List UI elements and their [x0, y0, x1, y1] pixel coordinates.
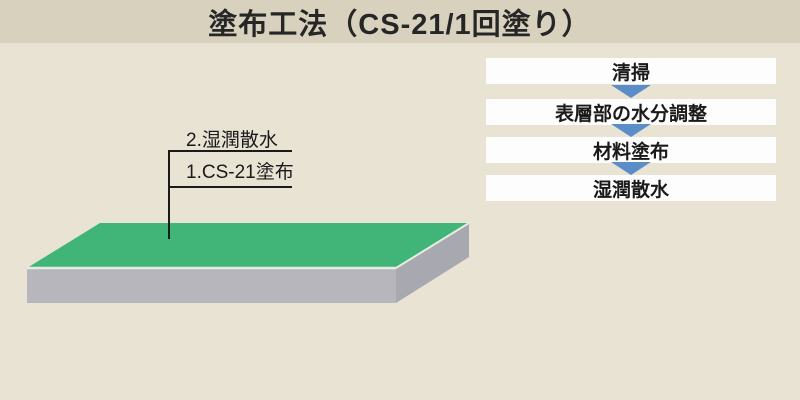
flow-step-wet-sprinkling: 湿潤散水 [486, 175, 776, 201]
down-arrow-icon [611, 162, 651, 175]
flow-step-moisture-adjustment: 表層部の水分調整 [486, 99, 776, 125]
process-flowchart: 清掃 表層部の水分調整 材料塗布 湿潤散水 [486, 58, 776, 201]
slab-side-face [396, 223, 469, 303]
label-wet-sprinkling: 2.湿潤散水 [186, 130, 278, 151]
down-arrow-icon [611, 124, 651, 137]
flow-step-cleaning: 清掃 [486, 58, 776, 84]
down-arrow-icon [611, 85, 651, 98]
label-cs21-application: 1.CS-21塗布 [186, 162, 294, 183]
down-arrow-shape [611, 124, 651, 137]
page-title: 塗布工法（CS-21/1回塗り） [208, 8, 592, 41]
down-arrow-shape [611, 85, 651, 98]
down-arrow-shape [611, 162, 651, 175]
slab-top-surface [27, 223, 469, 268]
slab-front-face [27, 268, 396, 303]
flow-step-material-application: 材料塗布 [486, 137, 776, 163]
title-bar: 塗布工法（CS-21/1回塗り） [0, 0, 800, 43]
slab-side-edge-highlight [395, 222, 470, 269]
